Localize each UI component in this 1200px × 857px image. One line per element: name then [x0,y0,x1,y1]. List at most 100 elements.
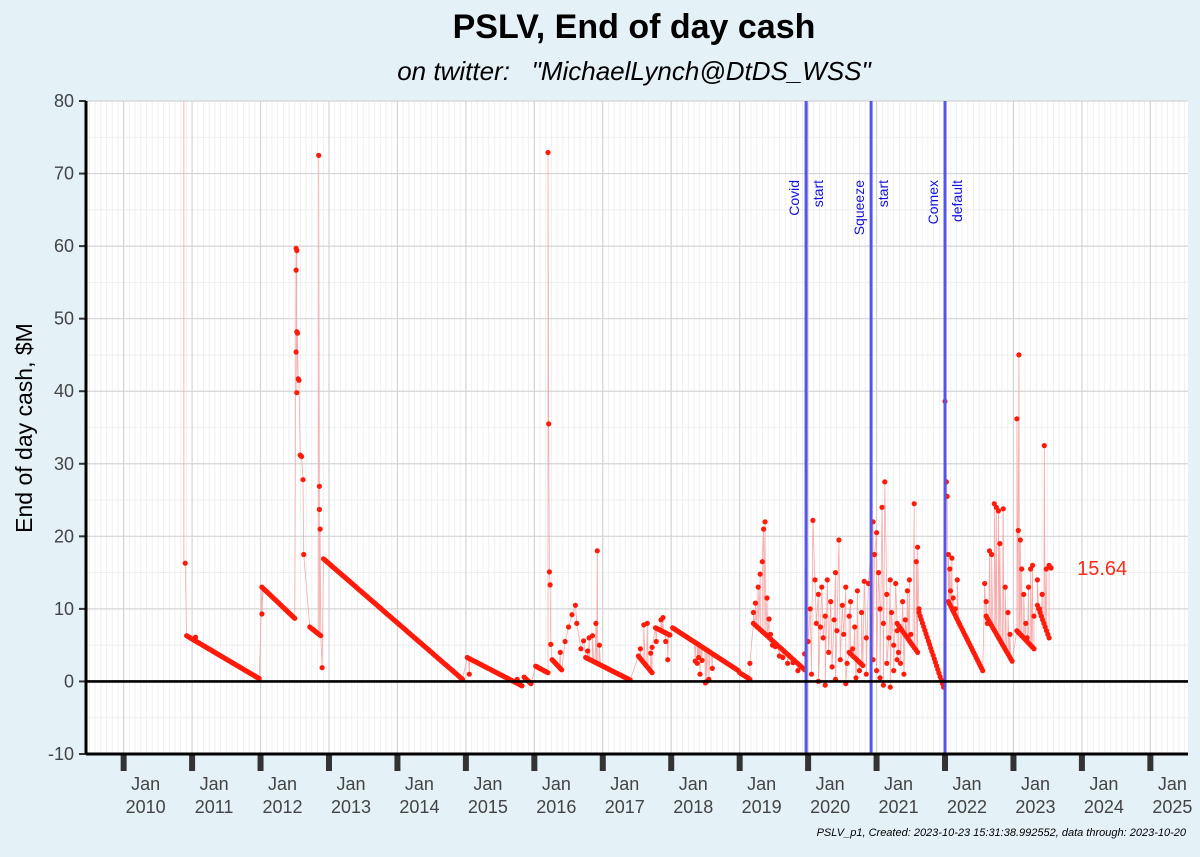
x-tick-label: Jan [952,774,981,794]
x-tick-label: Jan [268,774,297,794]
data-point [836,537,842,543]
end-value-label: 15.64 [1077,558,1127,580]
y-tick-label: 50 [54,309,74,329]
x-tick-label: 2012 [263,797,303,817]
data-point [644,620,650,627]
y-tick-label: 70 [54,164,74,184]
x-tick-mark [668,755,675,771]
data-point [1039,591,1045,598]
x-tick-label: Jan [131,774,160,794]
data-point [897,660,904,666]
x-tick-label: 2021 [879,797,919,817]
data-point [839,602,845,608]
x-tick-label: 2015 [468,797,508,817]
data-point [519,683,525,689]
data-point [980,668,986,674]
data-point [853,675,859,681]
event-label: start [810,180,826,207]
x-tick-label: Jan [816,774,845,794]
data-point [947,588,954,594]
data-point [546,421,552,427]
x-tick-label: 2014 [399,797,439,817]
data-point [1009,658,1015,664]
x-tick-label: Jan [747,774,776,794]
chart-caption: PSLV_p1, Created: 2023-10-23 15:31:38.99… [817,827,1187,839]
data-point [874,668,880,674]
event-label: Squeeze [851,180,867,235]
data-point [989,551,995,558]
data-point [824,577,830,583]
data-point [880,682,887,688]
data-point [810,517,816,524]
data-point [1030,562,1036,569]
data-point [911,501,917,507]
x-tick-label: Jan [473,774,502,794]
data-point [808,671,815,677]
data-point [1023,620,1029,627]
data-point [1021,591,1027,598]
y-tick-label: 0 [64,671,74,691]
data-point [562,638,568,645]
x-tick-label: 2020 [810,797,850,817]
y-tick-label: 40 [54,381,74,401]
data-point [653,638,659,645]
data-point [757,571,763,577]
data-point [887,684,893,690]
data-point [887,577,893,583]
data-point [834,628,840,634]
data-point [860,662,866,669]
x-tick-mark [257,755,264,771]
data-point [856,668,863,674]
event-lines: Covid start Squeeze start Comex default [786,101,965,754]
y-tick-label: 20 [54,526,74,546]
data-point [581,638,587,644]
data-point [709,665,715,672]
data-point [877,606,883,612]
data-point [294,247,300,254]
data-point [889,609,895,616]
data-point [820,635,826,641]
data-point [766,616,772,622]
data-point [301,551,307,558]
data-point [982,580,988,587]
x-tick-label: Jan [336,774,365,794]
data-point [764,595,770,601]
x-tick-label: Jan [542,774,571,794]
data-point [894,657,900,663]
data-point [759,559,765,565]
data-point [795,668,801,674]
data-point [900,599,906,605]
data-point [1000,506,1006,512]
data-point [546,569,553,575]
x-tick-mark [599,755,606,771]
data-point [767,631,774,637]
data-points [182,149,1054,690]
data-point [696,654,702,661]
data-point [292,615,298,621]
x-tick-label: 2016 [536,797,576,817]
data-point [557,649,563,656]
data-point [854,588,861,594]
data-point [294,390,300,396]
data-point [871,551,878,558]
x-tick-mark [1147,755,1154,771]
data-point [665,657,671,663]
data-point [293,267,299,273]
data-point [826,649,832,656]
y-tick-label: -10 [48,744,74,764]
data-point [848,599,854,605]
data-point [649,670,655,676]
x-tick-label: Jan [1021,774,1050,794]
data-point [316,152,322,158]
data-point [913,559,919,565]
data-point [545,149,551,156]
data-point [589,633,596,639]
data-point [548,641,554,648]
data-point [891,642,897,648]
data-point [886,635,892,641]
data-point [1007,631,1013,637]
data-point [858,609,865,616]
data-point [1043,566,1049,572]
data-point [1046,635,1052,641]
data-point [1014,416,1020,422]
